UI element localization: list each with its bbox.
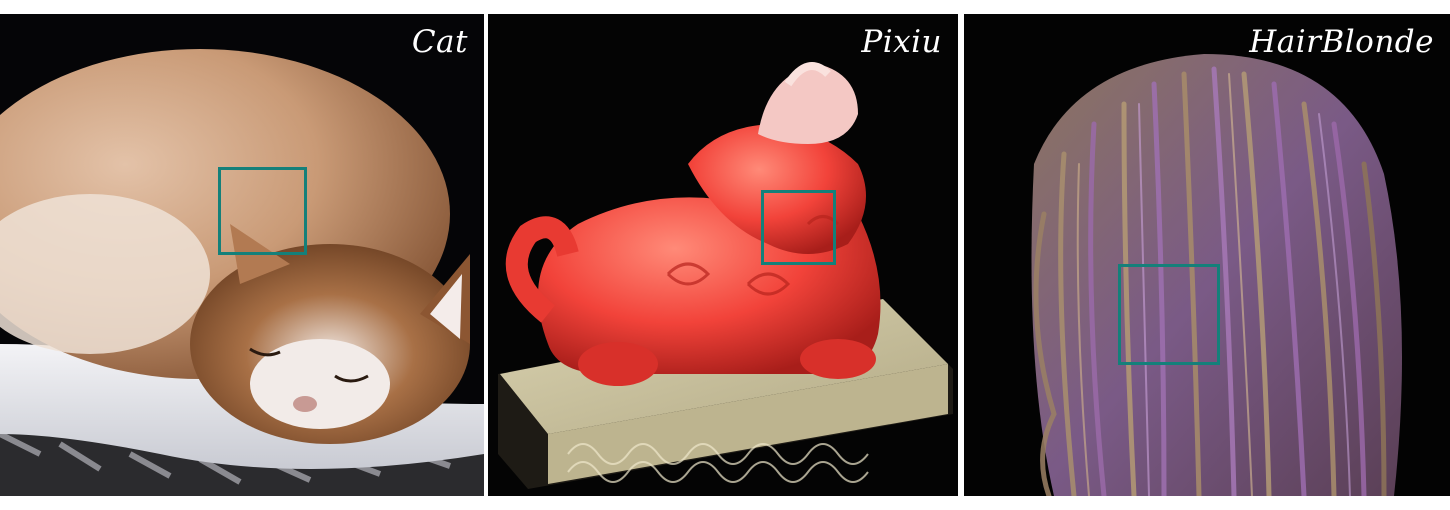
pixiu-image — [488, 14, 958, 496]
panel-title: Cat — [411, 24, 468, 60]
hair-panel: HairBlonde — [964, 14, 1450, 496]
cat-image — [0, 14, 484, 496]
pixiu-panel: Pixiu — [488, 14, 958, 496]
region-highlight-box — [218, 167, 307, 255]
region-highlight-box — [761, 190, 836, 265]
hair-image — [964, 14, 1450, 496]
region-highlight-box — [1118, 264, 1220, 365]
panel-title: HairBlonde — [1249, 24, 1434, 60]
cat-panel: Cat — [0, 14, 484, 496]
panel-title: Pixiu — [861, 24, 942, 60]
